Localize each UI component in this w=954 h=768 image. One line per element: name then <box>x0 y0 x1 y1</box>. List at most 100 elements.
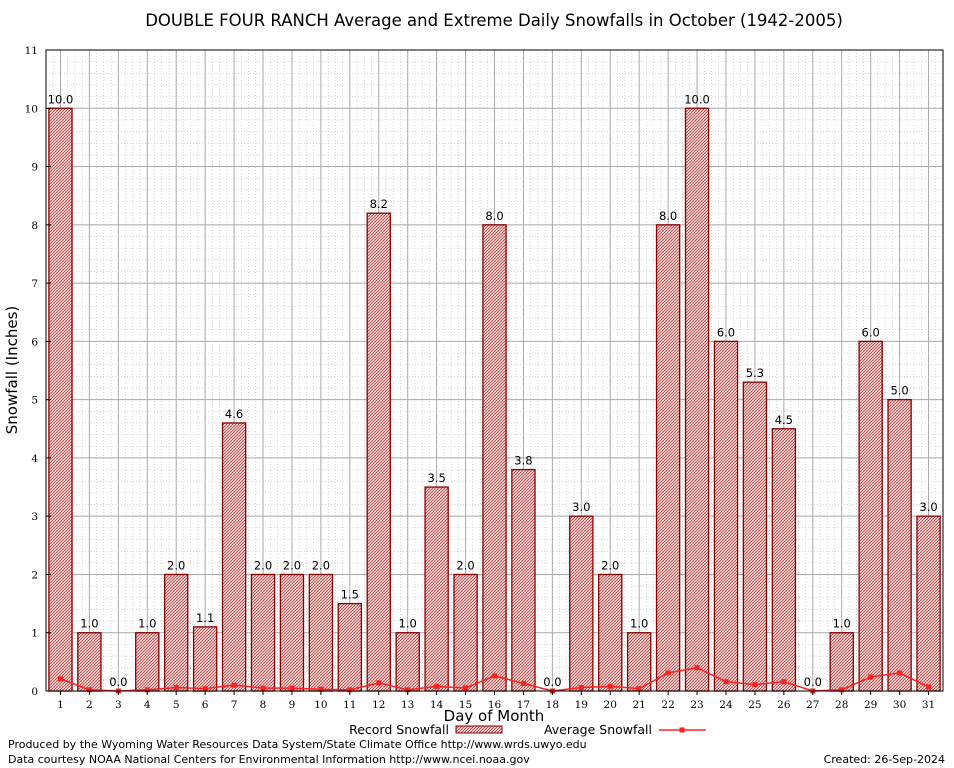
record-snowfall-bars: 10.0 1.0 0.0 1.0 2.0 1.1 4.6 2.0 2.0 2.0 1.5 8.2 1.0… <box>48 92 941 692</box>
average-point-day-11 <box>347 687 353 693</box>
record-bar-label: 1.0 <box>833 617 851 631</box>
record-bar-label: 1.0 <box>399 617 417 631</box>
average-point-day-7 <box>231 682 237 688</box>
record-bar-label: 5.0 <box>890 384 908 398</box>
record-bar-day-25 <box>742 381 768 692</box>
average-point-day-13 <box>405 687 411 693</box>
record-bar-label: 8.0 <box>659 209 677 223</box>
x-tick-label: 20 <box>604 699 617 711</box>
y-tick-label: 4 <box>31 453 38 465</box>
record-bar-day-19 <box>569 515 594 692</box>
record-bar-day-12 <box>366 212 391 692</box>
record-bar-day-28 <box>829 632 854 692</box>
x-tick-label: 30 <box>893 699 906 711</box>
record-bar-day-31 <box>916 515 941 692</box>
x-tick-label: 26 <box>777 699 791 711</box>
record-bar-label: 1.0 <box>630 617 648 631</box>
footer-produced-by: Produced by the Wyoming Water Resources … <box>8 738 587 751</box>
record-bar-day-17 <box>511 468 536 692</box>
record-bar-day-2 <box>77 632 102 692</box>
x-tick-label: 10 <box>314 699 327 711</box>
record-bar-day-8 <box>250 573 276 692</box>
record-bar-label: 5.3 <box>746 366 764 380</box>
average-point-day-26 <box>781 679 787 685</box>
y-tick-label: 9 <box>31 162 38 174</box>
y-tick-label: 0 <box>31 686 38 698</box>
record-bar-label: 2.0 <box>283 558 301 572</box>
y-tick-label: 1 <box>31 628 38 640</box>
record-bar-day-7 <box>221 422 247 692</box>
x-tick-label: 4 <box>144 699 151 711</box>
record-bar-label: 4.5 <box>775 413 793 427</box>
record-bar-day-6 <box>192 626 218 692</box>
record-bar-day-9 <box>279 573 305 692</box>
record-bar-day-13 <box>395 632 420 692</box>
y-tick-label: 6 <box>31 336 38 348</box>
x-tick-label: 27 <box>806 699 819 711</box>
record-bar-day-22 <box>655 224 681 692</box>
record-bar-label: 10.0 <box>684 92 710 106</box>
y-tick-label: 3 <box>31 511 38 523</box>
x-tick-label: 18 <box>546 699 559 711</box>
x-tick-label: 22 <box>661 699 674 711</box>
chart-title: DOUBLE FOUR RANCH Average and Extreme Da… <box>145 11 843 30</box>
x-tick-label: 29 <box>864 699 877 711</box>
x-tick-label: 28 <box>835 699 848 711</box>
x-tick-label: 24 <box>719 699 733 711</box>
record-bar-label: 3.5 <box>427 471 445 485</box>
record-bar-label: 6.0 <box>717 325 735 339</box>
x-tick-label: 7 <box>231 699 238 711</box>
record-bar-label: 4.6 <box>225 407 243 421</box>
average-point-day-16 <box>492 673 497 679</box>
record-bar-day-5 <box>163 573 189 692</box>
average-point-day-4 <box>144 687 150 693</box>
record-bar-label: 6.0 <box>862 325 880 339</box>
record-bar-label: 1.0 <box>80 617 98 631</box>
average-point-day-25 <box>752 682 758 688</box>
record-bar-label: 0.0 <box>109 675 127 689</box>
average-point-day-31 <box>926 684 932 690</box>
y-tick-label: 2 <box>31 569 38 581</box>
y-tick-label: 10 <box>25 103 38 115</box>
y-tick-label: 11 <box>25 45 38 57</box>
x-tick-label: 19 <box>575 699 588 711</box>
x-tick-label: 25 <box>748 699 761 711</box>
x-tick-label: 14 <box>430 699 444 711</box>
y-axis-label: Snowfall (Inches) <box>3 306 21 434</box>
average-point-day-17 <box>520 680 526 686</box>
record-bar-day-29 <box>858 340 883 692</box>
average-point-day-30 <box>897 670 903 676</box>
record-bar-day-30 <box>887 398 912 692</box>
x-tick-label: 31 <box>922 699 935 711</box>
x-tick-label: 9 <box>289 699 296 711</box>
record-bar-day-15 <box>453 573 478 692</box>
average-point-day-14 <box>434 683 440 689</box>
record-bar-day-16 <box>482 224 507 692</box>
record-bar-label: 0.0 <box>543 675 561 689</box>
x-tick-label: 23 <box>690 699 703 711</box>
average-point-day-5 <box>173 685 179 691</box>
x-tick-label: 5 <box>173 699 180 711</box>
record-bar-label: 1.0 <box>138 617 156 631</box>
record-bar-day-1 <box>48 107 73 692</box>
record-bar-day-26 <box>771 428 797 692</box>
record-bar-label: 2.0 <box>456 558 474 572</box>
average-point-day-2 <box>86 687 92 693</box>
x-tick-label: 13 <box>401 699 414 711</box>
average-point-day-28 <box>839 687 845 693</box>
record-bar-day-4 <box>135 632 160 692</box>
record-bar-day-23 <box>684 107 710 692</box>
x-tick-label: 8 <box>260 699 267 711</box>
average-point-day-20 <box>607 683 613 689</box>
average-point-day-23 <box>694 665 700 671</box>
record-bar-day-11 <box>337 602 363 692</box>
x-tick-label: 2 <box>86 699 93 711</box>
record-bar-day-21 <box>626 632 652 692</box>
x-tick-label: 21 <box>632 699 645 711</box>
x-tick-label: 6 <box>202 699 209 711</box>
record-bar-label: 3.0 <box>572 500 590 514</box>
average-point-day-19 <box>578 685 584 691</box>
x-tick-label: 15 <box>459 699 472 711</box>
